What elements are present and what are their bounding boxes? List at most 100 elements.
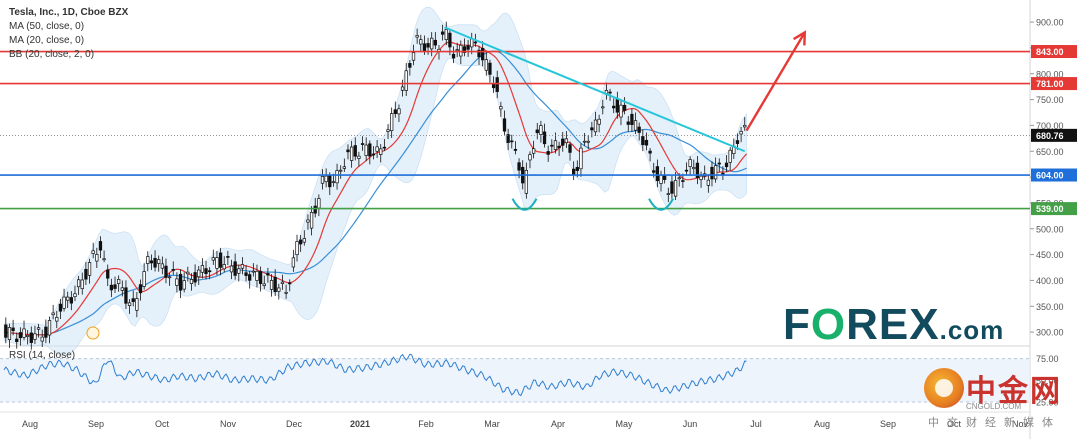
time-axis-label: Dec (286, 419, 303, 429)
projection-arrowhead (793, 30, 807, 46)
time-axis-label: Mar (484, 419, 500, 429)
candle (462, 46, 467, 53)
double-bottom-arc (511, 198, 538, 211)
candle (124, 287, 128, 304)
candle (484, 59, 488, 71)
ma50-legend: MA (50, close, 0) (9, 21, 85, 32)
candle (652, 170, 656, 173)
candle (40, 336, 44, 342)
price-tick-label: 350.00 (1036, 302, 1064, 312)
forex-logo: FOREX.com (783, 300, 1004, 350)
projection-arrow (745, 31, 806, 132)
level-label-box (1031, 77, 1077, 91)
candle (204, 268, 208, 275)
candle (299, 239, 303, 245)
price-tick-label: 650.00 (1036, 147, 1064, 157)
candle (677, 177, 681, 180)
cngold-emblem-icon (924, 368, 964, 408)
candle (47, 320, 52, 336)
candle (375, 146, 379, 152)
candle (36, 327, 41, 330)
candle (193, 272, 197, 283)
chart-legend: Tesla, Inc., 1D, Cboe BZX MA (50, close,… (9, 6, 128, 62)
level-label-box (1031, 45, 1077, 59)
candle (346, 149, 350, 153)
candle (273, 276, 277, 293)
candle (608, 91, 612, 94)
candle (681, 180, 685, 182)
level-label: 781.00 (1036, 79, 1064, 89)
candle (58, 303, 63, 312)
candle (717, 162, 721, 165)
level-label: 539.00 (1036, 204, 1064, 214)
time-axis-label: Jun (683, 419, 698, 429)
candle (470, 38, 474, 48)
time-axis-label: Aug (814, 419, 830, 429)
candle (44, 326, 48, 338)
candle (240, 264, 245, 269)
candle (313, 205, 317, 214)
candle (4, 324, 8, 338)
candle (102, 258, 106, 261)
candle (55, 317, 59, 322)
candle (655, 166, 660, 182)
candle (360, 143, 365, 145)
ma20-line (3, 41, 748, 336)
candle (411, 52, 416, 61)
candle (153, 257, 157, 268)
ma50-line (3, 50, 747, 336)
candle (695, 162, 700, 179)
candle (197, 269, 201, 278)
candle (167, 276, 172, 279)
candle (419, 39, 423, 45)
candle (69, 297, 73, 304)
ma20-legend: MA (20, close, 0) (9, 35, 85, 46)
candle (26, 334, 30, 338)
candle (539, 125, 543, 135)
candle (622, 104, 627, 111)
rsi-line (3, 353, 747, 397)
candle (98, 241, 103, 251)
candle (473, 41, 478, 44)
time-axis-label: Nov (220, 419, 237, 429)
candle (499, 106, 503, 110)
candle (455, 49, 459, 51)
candle (291, 257, 296, 268)
candle (368, 143, 372, 157)
candle (255, 270, 259, 281)
candle (277, 287, 281, 292)
candle (673, 179, 678, 197)
forex-logo-o: O (810, 300, 847, 349)
candle (542, 131, 547, 145)
candle (146, 256, 150, 264)
candle (612, 105, 616, 109)
candle (262, 283, 266, 287)
rsi-legend: RSI (14, close) (9, 350, 76, 361)
price-tick-label: 900.00 (1036, 18, 1064, 28)
candle (295, 241, 299, 256)
candle (244, 272, 248, 276)
candle (266, 273, 270, 276)
price-tick-label: 500.00 (1036, 224, 1064, 234)
candle (280, 281, 285, 285)
candle (721, 172, 725, 175)
candle (33, 333, 37, 340)
candle (117, 279, 121, 284)
time-axis-label: Feb (418, 419, 434, 429)
candle (175, 278, 179, 286)
candle (73, 293, 77, 298)
rsi-tick-label: 75.00 (1036, 354, 1059, 364)
candle (510, 140, 514, 143)
candle (619, 104, 623, 118)
candle (306, 219, 310, 223)
candle (324, 175, 328, 183)
candle (451, 53, 456, 59)
candle (466, 45, 470, 50)
candle (178, 273, 183, 291)
candle (87, 262, 92, 276)
candle (459, 44, 463, 57)
candle (15, 338, 19, 343)
candle (659, 174, 663, 184)
candle (135, 298, 139, 311)
